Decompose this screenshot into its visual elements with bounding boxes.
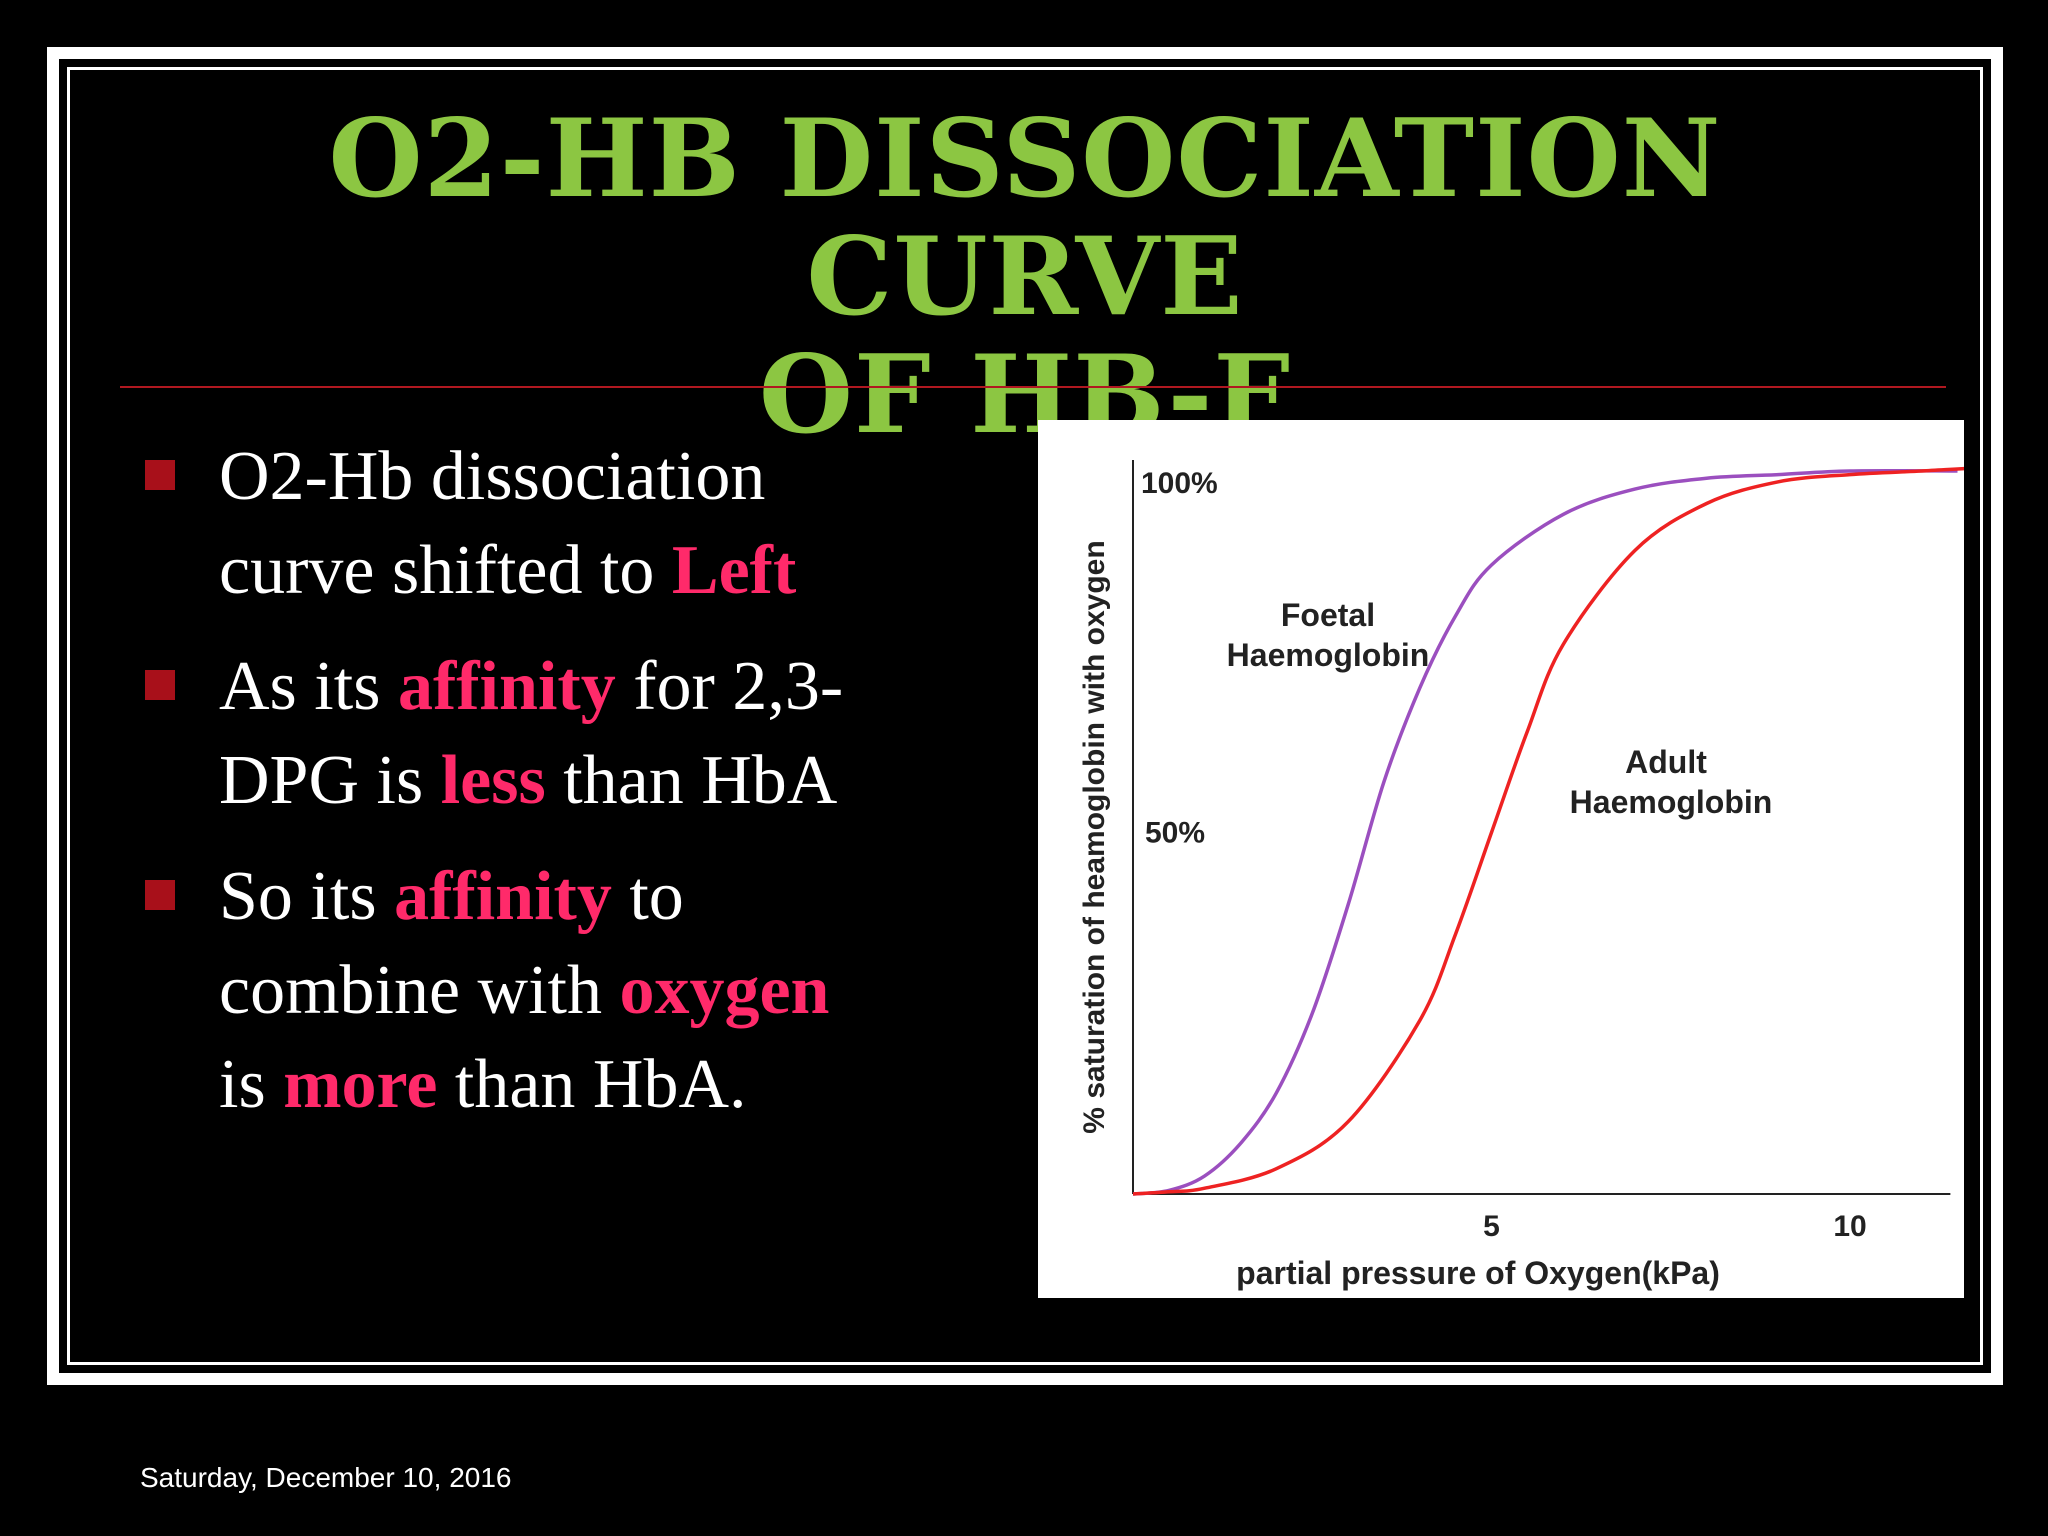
bullet-line: As its affinity for 2,3-: [219, 640, 985, 734]
bullet-line: is more than HbA.: [219, 1038, 985, 1132]
x-tick-label-10: 10: [1833, 1210, 1866, 1243]
bullet-line: O2-Hb dissociation: [219, 430, 985, 524]
square-bullet-icon: [145, 880, 175, 910]
bullet-item-dpg-affinity: As its affinity for 2,3- DPG is less tha…: [145, 640, 985, 828]
bullet-text: than HbA: [545, 742, 838, 819]
foetal-haemoglobin-curve: [1132, 468, 1958, 1196]
title-divider: [120, 386, 1946, 388]
slide-title: O2-HB DISSOCIATION CURVE OF HB-F: [120, 100, 1930, 454]
bullet-text: for 2,3-: [615, 648, 844, 725]
slide-title-line-1: O2-HB DISSOCIATION CURVE: [328, 96, 1722, 340]
bullet-highlight: Left: [671, 532, 797, 609]
y-axis-label: % saturation of heamoglobin with oxygen: [1078, 540, 1111, 1133]
bullet-line: curve shifted to Left: [219, 524, 985, 618]
bullet-text: As its: [219, 648, 398, 725]
slide-frame-outer: [47, 47, 2003, 1385]
footer-date: Saturday, December 10, 2016: [140, 1462, 512, 1493]
chart-canvas: 100% 50% 5 10 partial pressure of Oxygen…: [1078, 460, 1964, 1291]
slide-frame-inner: [67, 67, 1983, 1365]
bullet-text: to: [611, 858, 684, 935]
bullet-text: DPG is: [219, 742, 441, 819]
bullet-text: So its: [219, 858, 395, 935]
y-tick-label-50: 50%: [1145, 817, 1205, 850]
square-bullet-icon: [145, 670, 175, 700]
bullet-list: O2-Hb dissociation curve shifted to Left…: [145, 430, 985, 1154]
bullet-text: combine with: [219, 952, 620, 1029]
bullet-highlight: more: [283, 1046, 438, 1123]
bullet-text: O2-Hb dissociation: [219, 438, 766, 515]
foetal-series-label: Foetal: [1281, 597, 1375, 633]
bullet-highlight: oxygen: [619, 952, 830, 1029]
bullet-highlight: less: [440, 742, 546, 819]
adult-series-label: Haemoglobin: [1570, 784, 1773, 820]
square-bullet-icon: [145, 460, 175, 490]
bullet-line: combine with oxygen: [219, 944, 985, 1038]
x-axis-label: partial pressure of Oxygen(kPa): [1236, 1255, 1720, 1291]
x-tick-label-5: 5: [1483, 1210, 1500, 1243]
bullet-item-oxygen-affinity: So its affinity to combine with oxygen i…: [145, 850, 985, 1132]
bullet-highlight: affinity: [394, 858, 612, 935]
bullet-text: curve shifted to: [219, 532, 672, 609]
bullet-highlight: affinity: [397, 648, 616, 725]
foetal-series-label: Haemoglobin: [1227, 637, 1430, 673]
y-tick-label-100: 100%: [1141, 467, 1218, 500]
bullet-text: is: [219, 1046, 284, 1123]
bullet-line: So its affinity to: [219, 850, 985, 944]
adult-haemoglobin-curve: [1132, 466, 1964, 1196]
bullet-item-curve-shift: O2-Hb dissociation curve shifted to Left: [145, 430, 985, 618]
dissociation-chart: 100% 50% 5 10 partial pressure of Oxygen…: [1038, 420, 1964, 1298]
bullet-line: DPG is less than HbA: [219, 734, 985, 828]
bullet-text: than HbA.: [437, 1046, 747, 1123]
adult-series-label: Adult: [1625, 744, 1707, 780]
